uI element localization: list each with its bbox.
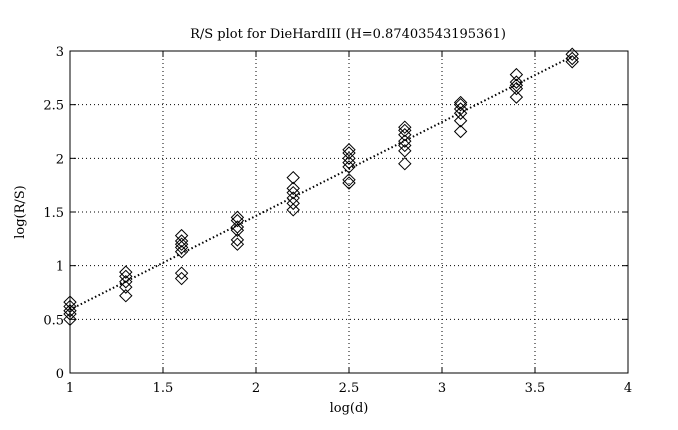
data-point [342, 151, 356, 166]
data-point [398, 120, 412, 134]
y-tick-label: 0 [56, 367, 64, 382]
data-point [286, 191, 300, 205]
y-tick-label: 2 [56, 152, 64, 167]
data-point [342, 173, 356, 187]
grid-lines [70, 51, 628, 373]
data-point [453, 97, 468, 112]
data-point [565, 51, 579, 66]
data-point [174, 271, 189, 286]
data-point [63, 307, 77, 321]
data-point [174, 234, 189, 248]
y-axis-label: log(R/S) [13, 185, 28, 239]
x-tick-label: 1.5 [153, 381, 174, 396]
x-axis-label: log(d) [330, 401, 369, 416]
y-tick-label: 0.5 [43, 313, 64, 328]
data-point [509, 78, 524, 93]
x-tick-label: 2.5 [339, 381, 360, 396]
data-point [398, 156, 412, 171]
data-point [453, 114, 468, 128]
data-point [453, 124, 468, 139]
data-point [119, 275, 133, 289]
data-point [342, 146, 356, 160]
data-point [565, 55, 579, 69]
data-point [230, 220, 245, 234]
y-tick-label: 3 [56, 45, 64, 60]
fit-line [69, 55, 573, 311]
data-point [230, 210, 245, 225]
data-point [119, 280, 133, 294]
data-point [286, 181, 300, 196]
x-tick-label: 4 [624, 381, 632, 396]
axis-ticks: 1 1.5 2 2.5 3 3.5 4 0 0.5 1 1.5 2 2.5 3 [43, 45, 632, 396]
fit-line-layer [69, 55, 573, 311]
x-tick-label: 3.5 [525, 381, 546, 396]
data-point [453, 95, 468, 110]
data-point [174, 237, 189, 251]
x-tick-label: 1 [66, 381, 74, 396]
data-point [342, 176, 356, 190]
x-tick-label: 2 [252, 381, 260, 396]
y-tick-label: 1.5 [43, 206, 64, 221]
data-point [565, 47, 579, 61]
data-point [230, 233, 245, 247]
data-point [230, 223, 245, 237]
data-point [230, 237, 245, 251]
y-tick-label: 1 [56, 260, 64, 275]
data-point [509, 67, 524, 82]
data-point [174, 266, 189, 280]
chart-title: R/S plot for DieHardIII (H=0.87403543195… [190, 27, 506, 42]
data-point [174, 228, 189, 243]
data-point [119, 289, 133, 303]
data-point [509, 90, 524, 104]
data-point [286, 170, 300, 185]
data-point [342, 143, 356, 157]
data-point [509, 81, 524, 96]
data-point [509, 75, 524, 89]
x-tick-label: 3 [438, 381, 446, 396]
data-point [174, 240, 189, 255]
data-point [398, 144, 412, 158]
data-point [119, 265, 133, 279]
data-point [286, 196, 300, 211]
data-point [286, 203, 300, 217]
data-point [63, 295, 77, 309]
data-point [398, 123, 412, 138]
data-point [230, 213, 245, 228]
data-point [63, 312, 77, 327]
data-points [63, 47, 579, 327]
data-point [398, 134, 412, 148]
y-tick-label: 2.5 [43, 99, 64, 114]
